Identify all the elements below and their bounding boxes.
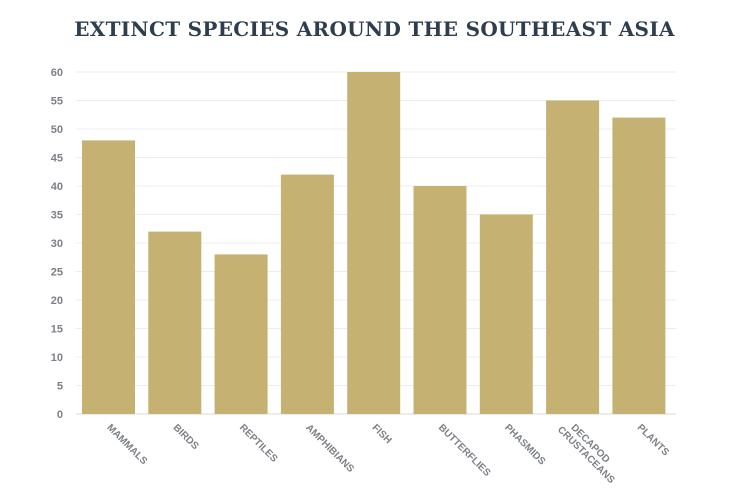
y-tick-label: 35 bbox=[51, 210, 63, 222]
bar-mammals bbox=[82, 140, 135, 414]
x-tick-label: DECAPODCRUSTACEANS bbox=[555, 417, 624, 486]
y-tick-label: 30 bbox=[51, 238, 63, 250]
x-tick-label: BIRDS bbox=[171, 422, 201, 452]
y-tick-label: 55 bbox=[51, 96, 63, 108]
y-tick-label: 0 bbox=[57, 409, 63, 421]
bar-plants bbox=[612, 117, 666, 414]
x-tick-label: BUTTERFLIES bbox=[436, 422, 493, 479]
x-tick-label: REPTILES bbox=[237, 422, 280, 465]
y-tick-label: 45 bbox=[51, 153, 63, 165]
y-tick-label: 15 bbox=[51, 324, 63, 336]
x-tick-label: MAMMALS bbox=[104, 422, 149, 467]
y-axis-ticks: 0 5 10 15 20 25 30 35 40 45 50 55 60 bbox=[51, 67, 63, 421]
bar-reptiles bbox=[214, 254, 268, 414]
x-axis-labels: MAMMALS BIRDS REPTILES AMPHIBIANS FISH BUTTER… bbox=[104, 417, 671, 486]
y-tick-label: 50 bbox=[51, 124, 63, 136]
x-tick-label: AMPHIBIANS bbox=[303, 422, 356, 475]
y-tick-label: 25 bbox=[51, 267, 63, 279]
bar-amphibians bbox=[280, 174, 334, 414]
y-tick-label: 10 bbox=[51, 352, 63, 364]
bar-phasmids bbox=[479, 214, 533, 414]
bar-decapod-crustaceans bbox=[546, 100, 600, 414]
bar-butterflies bbox=[413, 186, 467, 414]
x-tick-label: FISH bbox=[370, 422, 394, 446]
chart-title: EXTINCT SPECIES AROUND THE SOUTHEAST ASI… bbox=[74, 17, 675, 41]
y-tick-label: 20 bbox=[51, 295, 63, 307]
y-tick-label: 60 bbox=[51, 67, 63, 79]
bars bbox=[82, 72, 666, 414]
bar-fish bbox=[347, 72, 401, 414]
x-tick-label: PLANTS bbox=[635, 422, 671, 458]
y-tick-label: 5 bbox=[57, 381, 63, 393]
x-tick-label: PHASMIDS bbox=[502, 422, 547, 467]
y-tick-label: 40 bbox=[51, 181, 63, 193]
bar-birds bbox=[148, 231, 202, 414]
